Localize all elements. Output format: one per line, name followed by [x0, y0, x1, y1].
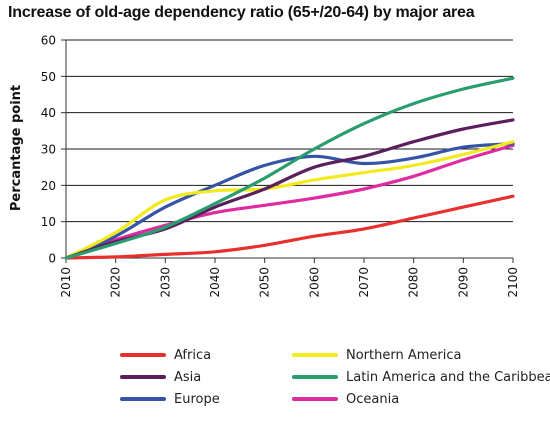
legend-label: Oceania: [346, 391, 400, 407]
legend-item-northern-america: Northern America: [292, 345, 461, 365]
series-line-europe: [64, 142, 515, 260]
chart-title: Increase of old-age dependency ratio (65…: [8, 4, 475, 21]
series-line-northern-america: [64, 140, 515, 260]
legend-label: Africa: [174, 347, 212, 363]
legend-swatch: [120, 397, 166, 401]
series-line-africa: [64, 194, 515, 260]
y-axis-title: Percantage point: [9, 85, 24, 211]
legend-swatch: [120, 375, 166, 379]
x-tick-label: 2050: [258, 267, 272, 298]
legend-label: Europe: [174, 391, 220, 407]
x-tick-label: 2090: [456, 267, 470, 298]
series-line-latin-america-and-the-caribbean: [64, 76, 515, 260]
x-tick-label: 2020: [109, 267, 123, 298]
x-tick-label: 2080: [407, 267, 421, 298]
legend-swatch: [292, 353, 338, 357]
x-tick-label: 2040: [208, 267, 222, 298]
legend-item-africa: Africa: [120, 345, 211, 365]
series-line-oceania: [64, 143, 515, 260]
legend-swatch: [120, 353, 166, 357]
legend-swatch: [292, 375, 338, 379]
y-tick-label: 40: [41, 106, 56, 120]
legend-item-latin-america-and-the-caribbean: Latin America and the Caribbean: [292, 367, 550, 387]
legend-label: Northern America: [346, 347, 462, 363]
y-tick-label: 10: [41, 215, 56, 229]
y-tick-label: 20: [41, 179, 56, 193]
y-tick-label: 50: [41, 70, 56, 84]
x-tick-label: 2010: [59, 267, 73, 298]
y-tick-label: 60: [41, 34, 56, 48]
gridlines: [66, 39, 513, 223]
y-tick-label: 30: [41, 143, 56, 157]
legend-item-europe: Europe: [120, 389, 220, 409]
legend-swatch: [292, 397, 338, 401]
series-lines: [64, 76, 515, 260]
x-tick-label: 2060: [307, 267, 321, 298]
x-tick-label: 2030: [158, 267, 172, 298]
legend-item-asia: Asia: [120, 367, 201, 387]
x-tick-label: 2070: [357, 267, 371, 298]
legend-item-oceania: Oceania: [292, 389, 399, 409]
legend-label: Latin America and the Caribbean: [346, 369, 550, 385]
y-tick-label: 0: [48, 252, 56, 266]
x-tick-label: 2100: [506, 267, 520, 298]
legend-label: Asia: [174, 369, 202, 385]
